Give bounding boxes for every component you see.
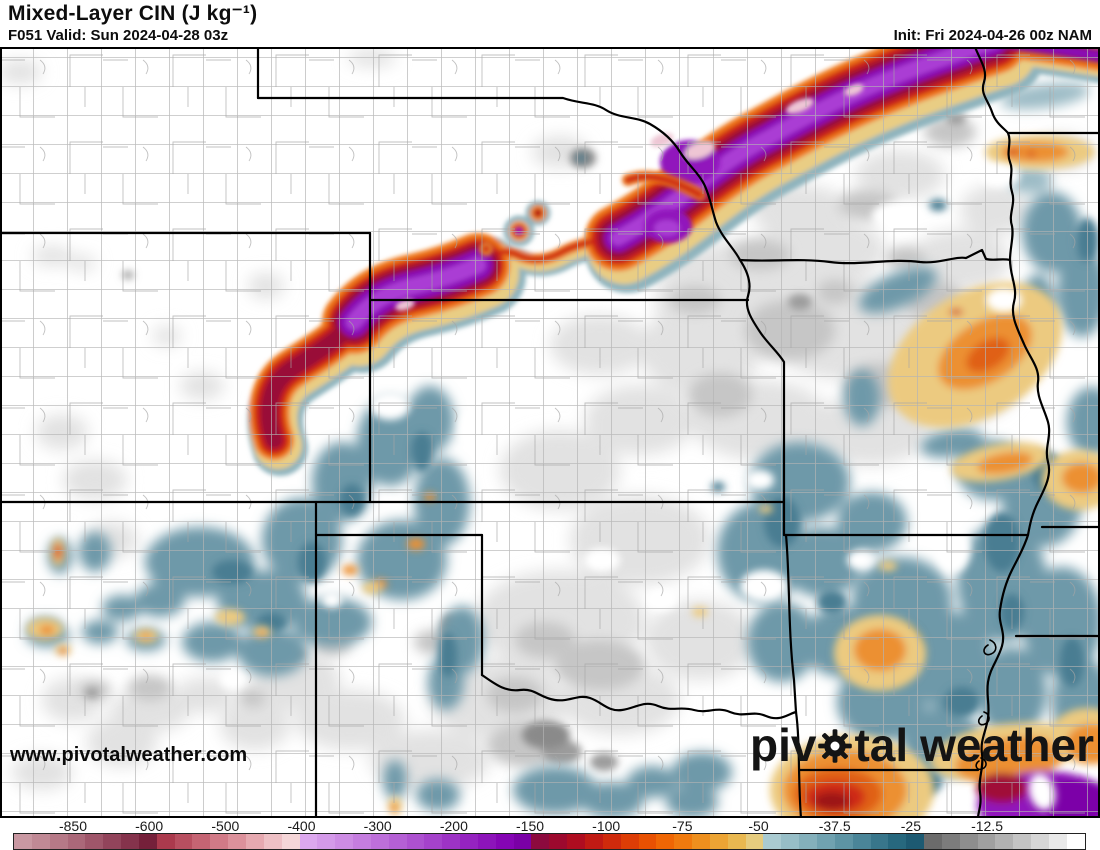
pivotal-weather-logo: piv tal weather	[750, 718, 1094, 775]
colorbar-tick-label: -12.5	[971, 818, 1003, 834]
colorbar-segment	[513, 834, 532, 849]
colorbar-segment	[531, 834, 550, 849]
colorbar-segment	[799, 834, 817, 849]
colorbar-labels: -850 -600 -500 -400 -300 -200 -150 -100 -75 -50 -3…	[0, 818, 1100, 834]
colorbar-segment	[602, 834, 621, 849]
colorbar-segment	[121, 834, 139, 849]
colorbar-segment	[924, 834, 942, 849]
colorbar-segment	[816, 834, 835, 849]
colorbar-tick-label: -500	[211, 818, 240, 834]
watermark-url: www.pivotalweather.com	[10, 744, 248, 766]
colorbar-segment	[460, 834, 478, 849]
colorbar-segment	[174, 834, 193, 849]
colorbar-segment	[424, 834, 443, 849]
colorbar-segment	[727, 834, 746, 849]
colorbar-segment	[638, 834, 657, 849]
colorbar-tick-label: -75	[672, 818, 693, 834]
colorbar-tick-label: -300	[363, 818, 392, 834]
colorbar-segment	[1031, 834, 1049, 849]
colorbar-segment	[656, 834, 675, 849]
colorbar-segment	[870, 834, 889, 849]
logo-text-weather: weather	[920, 719, 1094, 771]
colorbar-segment	[317, 834, 336, 849]
colorbar-segment	[888, 834, 907, 849]
colorbar-segment	[156, 834, 175, 849]
colorbar-segment	[103, 834, 122, 849]
colorbar-segment	[495, 834, 514, 849]
colorbar-tick-label: -400	[287, 818, 316, 834]
colorbar-segment	[245, 834, 264, 849]
colorbar-segment	[370, 834, 389, 849]
colorbar-segment	[674, 834, 693, 849]
colorbar-segment	[477, 834, 496, 849]
colorbar-segment	[388, 834, 407, 849]
gear-icon	[817, 721, 853, 775]
colorbar-segment	[709, 834, 728, 849]
colorbar-segment	[567, 834, 585, 849]
colorbar-segment	[299, 834, 318, 849]
header: Mixed-Layer CIN (J kg⁻¹) F051 Valid: Sun…	[0, 0, 1100, 47]
map-image	[0, 47, 1100, 818]
state-borders	[0, 47, 1100, 818]
colorbar-segment	[620, 834, 639, 849]
colorbar-tick-label: -100	[592, 818, 621, 834]
colorbar-segment	[85, 834, 104, 849]
colorbar-segment	[335, 834, 354, 849]
colorbar-tick-label: -150	[516, 818, 545, 834]
colorbar-segment	[406, 834, 425, 849]
colorbar-segment	[67, 834, 86, 849]
colorbar-segment	[210, 834, 229, 849]
colorbar-segment	[781, 834, 800, 849]
colorbar-segment	[549, 834, 568, 849]
colorbar-tick-label: -600	[135, 818, 164, 834]
colorbar-segment	[49, 834, 68, 849]
logo-text-tal: tal	[854, 719, 909, 771]
colorbar-segment	[959, 834, 978, 849]
colorbar-segment	[1013, 834, 1032, 849]
colorbar-segment	[906, 834, 925, 849]
colorbar-segment	[763, 834, 782, 849]
colorbar-segment	[192, 834, 211, 849]
colorbar-segment	[31, 834, 50, 849]
colorbar-tick-label: -25	[900, 818, 921, 834]
colorbar-segment	[585, 834, 603, 849]
colorbar-bar	[13, 833, 1086, 850]
colorbar-segment	[1048, 834, 1067, 849]
colorbar-segment	[281, 834, 300, 849]
colorbar-tick-label: -850	[58, 818, 88, 834]
colorbar-segment	[977, 834, 996, 849]
colorbar-segment	[442, 834, 461, 849]
colorbar-segment	[228, 834, 246, 849]
colorbar-segment	[852, 834, 871, 849]
weather-map	[0, 47, 1100, 818]
colorbar-segment	[1066, 834, 1085, 849]
colorbar-tick-label: -50	[748, 818, 769, 834]
colorbar-segment	[834, 834, 853, 849]
page-title: Mixed-Layer CIN (J kg⁻¹)	[8, 2, 258, 25]
colorbar-tick-label: -37.5	[818, 818, 851, 834]
colorbar-segment	[941, 834, 960, 849]
colorbar-segment	[745, 834, 764, 849]
init-time-label: Init: Fri 2024-04-26 00z NAM	[893, 27, 1092, 44]
colorbar-segment	[263, 834, 282, 849]
colorbar-tick-label: -200	[439, 818, 468, 834]
colorbar-segment	[138, 834, 157, 849]
colorbar-segment	[353, 834, 371, 849]
colorbar-segment	[995, 834, 1014, 849]
colorbar: -850 -600 -500 -400 -300 -200 -150 -100 -75 -50 -3…	[0, 818, 1100, 850]
valid-time-label: F051 Valid: Sun 2024-04-28 03z	[8, 27, 229, 44]
colorbar-segment	[14, 834, 32, 849]
logo-text-piv: piv	[749, 719, 817, 771]
county-grid	[0, 47, 1100, 818]
map-frame	[0, 47, 1100, 818]
colorbar-segment	[692, 834, 710, 849]
